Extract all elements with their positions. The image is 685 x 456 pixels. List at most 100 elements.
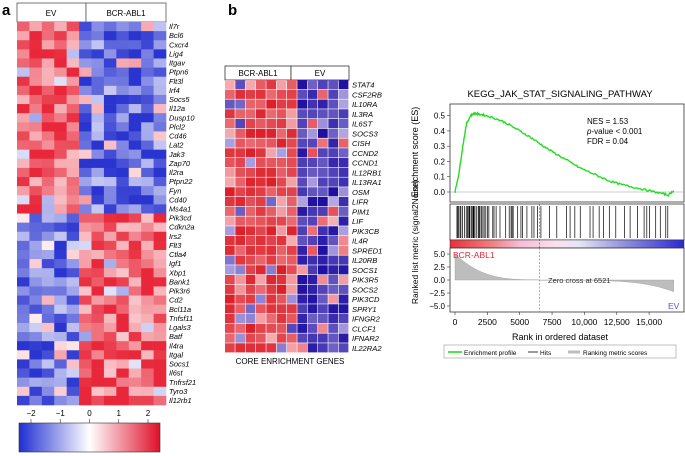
heatmap-a-cell: [79, 286, 92, 296]
heatmap-a-cell: [29, 386, 43, 397]
heatmap-a-cell: [103, 149, 117, 160]
heatmap-a-cell: [103, 195, 117, 205]
heatmap-a-cell: [128, 377, 142, 388]
heatmap-b-cell: [328, 177, 339, 187]
heatmap-a-gene-label: Pik3r6: [169, 287, 191, 296]
heatmap-b-cell: [256, 99, 266, 109]
heatmap-b-cell: [297, 138, 308, 148]
heatmap-b-cell: [225, 148, 235, 158]
heatmap-b-cell: [225, 236, 235, 246]
zero-cross-label: Zero cross at 6521: [548, 276, 611, 285]
heatmap-b-cell: [328, 333, 339, 343]
heatmap-a-cell: [79, 113, 92, 123]
heatmap-a-cell: [66, 240, 80, 251]
heatmap-a-cell: [116, 122, 130, 132]
heatmap-a-cell: [141, 231, 154, 242]
heatmap-b-cell: [318, 128, 328, 138]
heatmap-a-cell: [17, 277, 30, 287]
heatmap-a-cell: [116, 177, 130, 187]
heatmap-b-gene-label: IFNAR2: [352, 334, 380, 343]
heatmap-a-cell: [41, 259, 55, 269]
heatmap-b-cell: [328, 80, 339, 90]
heatmap-a-cell: [66, 177, 80, 187]
heatmap-b-cell: [307, 99, 318, 109]
heatmap-a-cell: [54, 76, 67, 87]
heatmap-a-cell: [54, 204, 67, 214]
heatmap-b-cell: [307, 158, 318, 168]
heatmap-a-cell: [66, 113, 80, 123]
heatmap-a-cell: [128, 122, 142, 132]
heatmap-a-cell: [128, 58, 142, 68]
heatmap-a-cell: [91, 231, 105, 242]
heatmap-a-cell: [17, 131, 30, 141]
heatmap-a-cell: [54, 395, 67, 406]
heatmap-b-cell: [225, 158, 235, 168]
heatmap-a-cell: [141, 386, 154, 397]
heatmap-b-cell: [256, 158, 266, 168]
heatmap-b-cell: [256, 265, 266, 275]
heatmap-b-cell: [266, 158, 277, 168]
heatmap-a-cell: [29, 322, 43, 333]
heatmap-b-cell: [266, 89, 277, 99]
heatmap-a-cell: [141, 249, 154, 260]
heatmap-a-cell: [17, 122, 30, 132]
heatmap-b-cell: [276, 109, 287, 119]
heatmap-b-cell: [287, 245, 297, 255]
heatmap-b-cell: [338, 284, 349, 294]
heatmap-a-cell: [17, 104, 30, 114]
heatmap-a-cell: [79, 104, 92, 114]
heatmap-a-cell: [91, 49, 105, 59]
heatmap-a-cell: [128, 85, 142, 96]
heatmap-a-cell: [91, 268, 105, 278]
heatmap-a-cell: [29, 259, 43, 269]
heatmap-b-cell: [297, 167, 308, 177]
heatmap-a-cell: [17, 313, 30, 324]
panel-b-letter: b: [228, 2, 237, 19]
heatmap-b-cell: [307, 245, 318, 255]
heatmap-b-cell: [318, 80, 328, 90]
heatmap-a-cell: [79, 377, 92, 388]
heatmap-a-cell: [103, 350, 117, 360]
heatmap-b-cell: [256, 89, 266, 99]
heatmap-b-cell: [235, 323, 246, 333]
heatmap-a-cell: [91, 322, 105, 333]
heatmap-a-gene-label: Ptpn6: [169, 68, 189, 77]
heatmap-b-cell: [297, 187, 308, 197]
heatmap-a-cell: [41, 368, 55, 378]
heatmap-b-cell: [225, 255, 235, 265]
heatmap-a-cell: [54, 359, 67, 369]
heatmap-a-cell: [103, 332, 117, 342]
heatmap-b-cell: [328, 187, 339, 197]
heatmap-a-cell: [17, 85, 30, 96]
heatmap-b-cell: [276, 236, 287, 246]
heatmap-a-cell: [103, 131, 117, 141]
ev-label-gsea: EV: [668, 301, 680, 311]
heatmap-b-cell: [266, 216, 277, 226]
heatmap-b-cell: [297, 197, 308, 207]
heatmap-b-gene-labels: STAT4CSF2RBIL10RAIL3RAIL6STSOCS3CISHCCND…: [352, 81, 382, 353]
heatmap-a-cell: [17, 167, 30, 178]
heatmap-b-cell: [318, 245, 328, 255]
heatmap-a-cell: [17, 58, 30, 68]
heatmap-b-gene-label: PIK3R5: [352, 276, 379, 285]
heatmap-b-cell: [307, 167, 318, 177]
rank-color-strip: [449, 239, 685, 249]
pvalue-rest: -value < 0.001: [591, 127, 642, 136]
heatmap-a-cell: [29, 286, 43, 296]
heatmap-b-cell: [307, 333, 318, 343]
heatmap-a-cell: [128, 167, 142, 178]
heatmap-a-cell: [54, 222, 67, 233]
heatmap-a-cell: [141, 368, 154, 378]
heatmap-b-cell: [225, 206, 235, 216]
heatmap-b-cell: [256, 314, 266, 324]
heatmap-a-cell: [29, 195, 43, 205]
heatmap-a-cell: [103, 222, 117, 233]
bcr-label-gsea: BCR-ABL1: [453, 250, 495, 260]
heatmap-a-cell: [79, 322, 92, 333]
heatmap-a-cell: [41, 167, 55, 178]
heatmap-b-cell: [225, 99, 235, 109]
heatmap-a-cell: [29, 113, 43, 123]
heatmap-b-gene-label: IL3RA: [352, 110, 373, 119]
heatmap-a-cell: [128, 22, 142, 32]
heatmap-a-cell: [29, 240, 43, 251]
